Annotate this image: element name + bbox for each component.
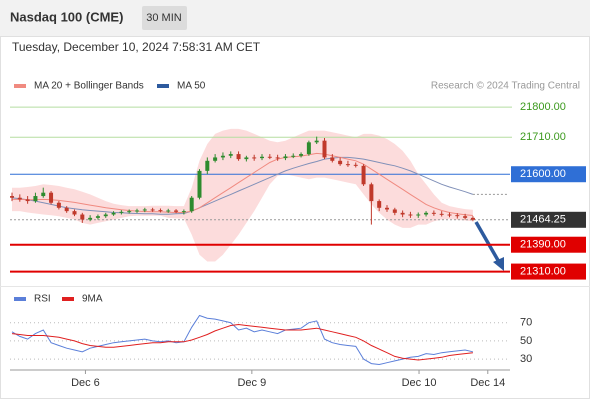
x-tick-label: Dec 6 (71, 377, 100, 389)
legend-swatch (14, 84, 26, 88)
candle-body (408, 214, 413, 216)
header-bar (0, 0, 590, 36)
rsi-line (11, 314, 474, 366)
watermark: Research © 2024 Trading Central (431, 81, 580, 92)
y-tick-label: 50 (520, 335, 532, 347)
candle-body (10, 196, 14, 198)
candle-body (283, 156, 288, 159)
level-label: 21600.00 (520, 168, 566, 180)
candle-body (103, 214, 108, 217)
candle-body (345, 164, 350, 166)
level-label: 21390.00 (520, 239, 566, 251)
candle-body (252, 157, 257, 159)
candle-body (88, 217, 93, 220)
candle-body (306, 142, 311, 155)
candle-body (236, 154, 241, 160)
candle-body (447, 214, 452, 216)
x-tick-label: Dec 14 (470, 377, 505, 389)
legend-swatch (62, 297, 74, 301)
candle-body (322, 140, 327, 158)
legend-swatch (157, 84, 169, 88)
legend-label: MA 50 (177, 81, 206, 92)
ma-line (12, 152, 473, 216)
candle-body (213, 157, 218, 161)
candle-body (95, 216, 100, 218)
candle-body (424, 212, 429, 215)
candle-body (111, 212, 116, 215)
forecast-arrowhead (493, 257, 504, 271)
candle-body (260, 156, 264, 159)
candle-body (33, 196, 38, 202)
legend-label: RSI (34, 294, 51, 305)
level-label-box (511, 166, 586, 183)
candle-body (142, 209, 147, 211)
candle-body (392, 209, 397, 213)
legend-label: MA 20 + Bollinger Bands (34, 81, 144, 92)
candle-body (189, 197, 194, 212)
candle-body (330, 157, 335, 161)
rsi-line (11, 323, 473, 361)
legend-label: 9MA (82, 294, 103, 305)
level-label-box (511, 263, 586, 280)
candle-body (299, 154, 304, 156)
candle-body (244, 157, 249, 160)
candle-body (275, 157, 280, 159)
candle-body (400, 212, 405, 215)
candle-body (25, 199, 30, 202)
candle-body (56, 202, 61, 208)
candle-body (174, 210, 179, 212)
level-label: 21800.00 (520, 101, 566, 113)
candle-body (80, 214, 85, 220)
candle-body (361, 165, 366, 185)
candle-body (455, 215, 460, 217)
bollinger-band (12, 128, 473, 262)
title: Nasdaq 100 (CME) (10, 9, 123, 24)
candle-body (353, 164, 358, 166)
candle-body (416, 214, 421, 216)
candle-body (470, 217, 475, 220)
level-label: 21710.00 (520, 131, 566, 143)
timestamp: Tuesday, December 10, 2024 7:58:31 AM CE… (12, 40, 261, 54)
y-tick-label: 70 (520, 317, 532, 329)
candle-body (439, 213, 444, 215)
candle-body (369, 184, 374, 202)
level-label: 21310.00 (520, 265, 566, 277)
candle-body (119, 211, 124, 213)
candle-body (314, 140, 319, 143)
x-tick-label: Dec 9 (237, 377, 266, 389)
candle-body (135, 210, 139, 212)
candle-body (267, 156, 272, 158)
candle-body (463, 216, 468, 218)
interval[interactable]: 30 MIN (146, 12, 182, 24)
candle-body (220, 155, 225, 158)
candle-body (431, 212, 436, 214)
candle-body (291, 155, 296, 157)
candle-body (49, 192, 54, 203)
candle-body (41, 192, 46, 197)
candle-body (377, 201, 382, 208)
candle-body (150, 209, 155, 211)
candle-body (385, 207, 389, 210)
candle-body (338, 160, 343, 165)
candle-body (72, 211, 77, 215)
x-tick-label: Dec 10 (402, 377, 437, 389)
candle-body (127, 211, 132, 213)
level-label-box (511, 211, 586, 228)
candle-body (17, 197, 22, 200)
candle-body (205, 160, 210, 171)
level-label-box (511, 236, 586, 253)
candle-body (158, 210, 163, 212)
interval-box (142, 6, 187, 30)
candle-body (228, 154, 233, 156)
candle-body (181, 211, 186, 213)
y-tick-label: 30 (520, 353, 532, 365)
candle-body (166, 210, 171, 212)
candle-body (197, 170, 202, 198)
forecast-arrow (474, 221, 501, 263)
legend-swatch (14, 297, 26, 301)
ma-line (11, 156, 474, 215)
candle-body (64, 207, 69, 212)
level-label: 21464.25 (520, 214, 566, 226)
